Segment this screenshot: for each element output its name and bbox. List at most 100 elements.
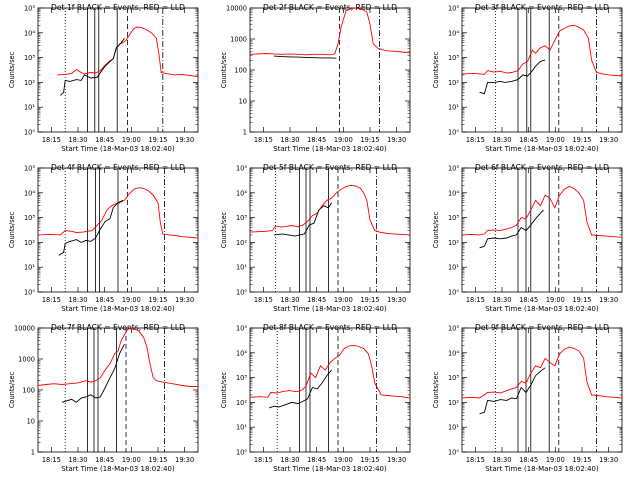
x-tick-label: 19:00 [334, 456, 353, 464]
chart-title: Det 8f BLACK = Events, RED = LLD [263, 323, 397, 332]
y-tick-label: 10¹ [448, 424, 459, 432]
y-tick-label: 10000 [226, 5, 247, 13]
x-tick-label: 19:00 [546, 456, 565, 464]
y-tick-label: 10³ [24, 214, 35, 222]
series-line-events [479, 59, 546, 95]
x-tick-label: 18:15 [42, 456, 61, 464]
chart-panel-1: Det 1f BLACK = Events, RED = LLD 10⁰ 10¹ 10… [8, 3, 199, 153]
x-tick-label: 18:15 [466, 296, 485, 304]
x-tick-label: 18:15 [254, 296, 273, 304]
y-tick-label: 10⁵ [236, 325, 247, 333]
y-tick-label: 1 [31, 449, 35, 457]
x-axis-label: Start Time (18-Mar-03 18:02:40) [485, 305, 599, 313]
y-tick-label: 1000 [230, 36, 247, 44]
y-axis-label: Counts/sec [432, 371, 440, 408]
x-tick-label: 18:15 [42, 296, 61, 304]
x-tick-label: 18:30 [280, 296, 299, 304]
x-tick-label: 18:45 [519, 136, 538, 144]
series-line-lld [37, 327, 198, 387]
x-tick-label: 19:00 [546, 136, 565, 144]
x-tick-label: 18:45 [95, 136, 114, 144]
y-tick-label: 10¹ [236, 424, 247, 432]
plot-frame [249, 7, 411, 133]
chart-title: Det 1f BLACK = Events, RED = LLD [51, 3, 185, 12]
y-tick-label: 10³ [448, 374, 459, 382]
plot-frame [461, 167, 623, 293]
y-tick-label: 10⁵ [448, 165, 459, 173]
x-tick-label: 19:15 [572, 296, 591, 304]
x-tick-label: 19:15 [360, 456, 379, 464]
y-axis-label: Counts/sec [220, 371, 228, 408]
x-tick-label: 18:30 [280, 136, 299, 144]
plot-frame [461, 327, 623, 453]
y-tick-label: 10⁰ [24, 129, 35, 137]
x-tick-label: 18:45 [307, 296, 326, 304]
chart-title: Det 7f BLACK = Events, RED = LLD [51, 323, 185, 332]
chart-title: Det 9f BLACK = Events, RED = LLD [475, 323, 609, 332]
x-tick-label: 18:30 [68, 456, 87, 464]
y-tick-label: 10² [448, 399, 459, 407]
series-line-events [61, 343, 125, 403]
y-tick-label: 10⁵ [24, 165, 35, 173]
chart-panel-4: Det 4f BLACK = Events, RED = LLD 10⁰ 10¹ 10… [8, 163, 199, 313]
y-tick-label: 10⁰ [448, 289, 459, 297]
y-tick-label: 10⁵ [24, 5, 35, 13]
chart-panel-5: Det 5f BLACK = Events, RED = LLD 10⁰ 10¹ 10… [220, 163, 411, 313]
y-tick-label: 10⁵ [236, 165, 247, 173]
x-tick-label: 19:30 [175, 136, 194, 144]
y-tick-label: 10² [24, 239, 35, 247]
x-tick-label: 19:00 [122, 136, 141, 144]
y-tick-label: 10³ [448, 214, 459, 222]
chart-panel-2: Det 2f BLACK = Events, RED = LLD 1 10 100 10… [220, 3, 411, 153]
y-tick-label: 10⁰ [448, 129, 459, 137]
y-tick-label: 10⁰ [448, 449, 459, 457]
y-tick-label: 10² [236, 399, 247, 407]
x-tick-label: 18:15 [466, 456, 485, 464]
chart-title: Det 4f BLACK = Events, RED = LLD [51, 163, 185, 172]
y-tick-label: 10 [27, 418, 35, 426]
y-tick-label: 10⁴ [24, 189, 35, 197]
series-line-events [58, 199, 124, 256]
y-tick-label: 10¹ [24, 104, 35, 112]
y-tick-label: 10⁰ [236, 289, 247, 297]
series-line-events [269, 369, 332, 409]
x-tick-label: 18:45 [307, 136, 326, 144]
y-tick-label: 10² [24, 79, 35, 87]
x-tick-label: 19:00 [122, 296, 141, 304]
x-tick-label: 18:30 [68, 296, 87, 304]
x-tick-label: 18:45 [95, 456, 114, 464]
chart-title: Det 5f BLACK = Events, RED = LLD [263, 163, 397, 172]
x-axis-label: Start Time (18-Mar-03 18:02:40) [273, 465, 387, 473]
series-line-lld [249, 7, 411, 56]
y-axis-label: Counts/sec [8, 211, 16, 248]
x-tick-label: 19:15 [148, 296, 167, 304]
x-tick-label: 19:15 [148, 136, 167, 144]
x-tick-label: 18:45 [519, 296, 538, 304]
chart-title: Det 2f BLACK = Events, RED = LLD [263, 3, 397, 12]
x-tick-label: 19:00 [334, 296, 353, 304]
x-tick-label: 18:15 [466, 136, 485, 144]
x-tick-label: 18:15 [254, 456, 273, 464]
y-axis-label: Counts/sec [8, 371, 16, 408]
series-line-lld [249, 184, 411, 236]
x-tick-label: 19:15 [360, 296, 379, 304]
chart-panel-9: Det 9f BLACK = Events, RED = LLD 10⁰ 10¹ 10… [432, 323, 623, 473]
series-line-events [273, 55, 337, 59]
y-tick-label: 10¹ [24, 264, 35, 272]
y-axis-label: Counts/sec [8, 51, 16, 88]
series-line-lld [461, 186, 623, 238]
x-tick-label: 18:15 [42, 136, 61, 144]
x-axis-label: Start Time (18-Mar-03 18:02:40) [273, 305, 387, 313]
x-axis-label: Start Time (18-Mar-03 18:02:40) [485, 465, 599, 473]
chart-panel-8: Det 8f BLACK = Events, RED = LLD 10⁰ 10¹ 10… [220, 323, 411, 473]
chart-panel-6: Det 6f BLACK = Events, RED = LLD 10⁰ 10¹ 10… [432, 163, 623, 313]
x-tick-label: 19:30 [387, 456, 406, 464]
x-tick-label: 19:30 [175, 456, 194, 464]
y-tick-label: 10⁴ [24, 29, 35, 37]
plot-frame [37, 327, 199, 453]
x-tick-label: 19:30 [175, 296, 194, 304]
plot-frame [249, 327, 411, 453]
y-tick-label: 10⁴ [448, 349, 459, 357]
series-line-events [479, 367, 546, 415]
y-tick-label: 10³ [236, 214, 247, 222]
